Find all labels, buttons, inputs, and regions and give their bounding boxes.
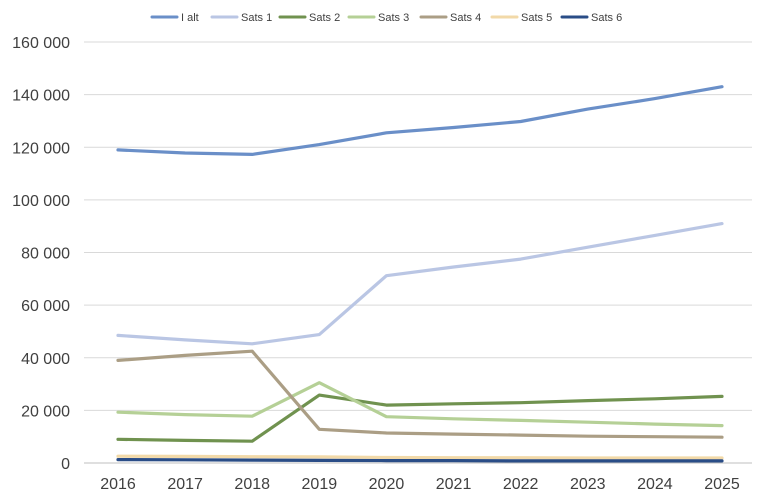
- series-line-sats-4: [116, 349, 724, 439]
- x-tick-label: 2025: [704, 476, 740, 493]
- legend-label: Sats 2: [309, 12, 340, 24]
- legend-label: Sats 6: [591, 12, 622, 24]
- x-axis-ticks: 2016 2017 2018 2019 2020 2021 2022 2023 2024 2025: [100, 476, 740, 493]
- legend-item-sats-1: Sats 1: [210, 12, 272, 24]
- legend-label: Sats 4: [450, 12, 481, 24]
- legend: I alt Sats 1 Sats 2 Sats 3 Sats 4 Sats 5 Sats …: [150, 12, 622, 24]
- legend-label: I alt: [181, 12, 199, 24]
- grid: [84, 41, 752, 464]
- y-tick-label: 0: [61, 456, 70, 473]
- x-tick-label: 2021: [436, 476, 472, 493]
- y-axis-ticks: 0 20 000 40 000 60 000 80 000 100 000 120 000 1…: [12, 35, 70, 473]
- legend-item-sats-4: Sats 4: [419, 12, 481, 24]
- y-tick-label: 20 000: [21, 403, 70, 420]
- legend-label: Sats 1: [241, 12, 272, 24]
- y-tick-label: 60 000: [21, 298, 70, 315]
- series-line-sats-2: [116, 393, 724, 443]
- x-tick-label: 2022: [503, 476, 539, 493]
- y-tick-label: 120 000: [12, 140, 70, 157]
- y-tick-label: 40 000: [21, 351, 70, 368]
- legend-item-sats-3: Sats 3: [347, 12, 409, 24]
- legend-item-sats-6: Sats 6: [560, 12, 622, 24]
- x-tick-label: 2020: [369, 476, 405, 493]
- series-line-i-alt: [116, 85, 724, 156]
- x-tick-label: 2018: [234, 476, 270, 493]
- y-tick-label: 100 000: [12, 193, 70, 210]
- y-tick-label: 140 000: [12, 88, 70, 105]
- x-tick-label: 2024: [637, 476, 673, 493]
- series-line-sats-5: [116, 454, 724, 460]
- x-tick-label: 2016: [100, 476, 136, 493]
- legend-label: Sats 5: [521, 12, 552, 24]
- x-tick-label: 2023: [570, 476, 606, 493]
- series-line-sats-3: [116, 381, 724, 428]
- legend-item-i-alt: I alt: [150, 12, 199, 24]
- y-tick-label: 80 000: [21, 246, 70, 263]
- legend-item-sats-5: Sats 5: [490, 12, 552, 24]
- series-line-sats-6: [116, 458, 724, 463]
- series-line-sats-1: [116, 222, 724, 346]
- legend-label: Sats 3: [378, 12, 409, 24]
- legend-item-sats-2: Sats 2: [278, 12, 340, 24]
- series-lines: [116, 85, 724, 463]
- x-tick-label: 2019: [302, 476, 338, 493]
- x-tick-label: 2017: [167, 476, 203, 493]
- y-tick-label: 160 000: [12, 35, 70, 52]
